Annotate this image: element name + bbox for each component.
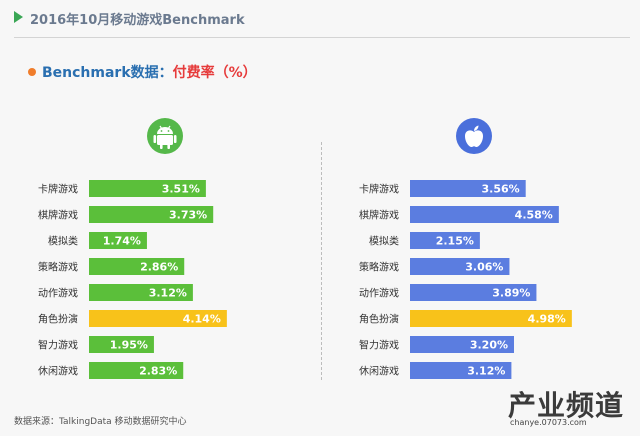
header: 2016年10月移动游戏Benchmark [0, 0, 640, 38]
android-category-label: 动作游戏 [38, 287, 78, 300]
ios-value-label: 4.98% [528, 313, 566, 326]
android-value-label: 1.74% [103, 235, 141, 248]
android-bar [89, 258, 185, 275]
ios-category-label: 角色扮演 [359, 313, 399, 326]
watermark: 产业频道 chanye.07073.com [508, 384, 634, 432]
android-bar [89, 284, 193, 301]
ios-category-label: 智力游戏 [359, 339, 399, 352]
ios-category-label: 卡牌游戏 [359, 183, 399, 196]
subtitle: Benchmark数据：付费率（%） [42, 62, 257, 82]
android-category-label: 卡牌游戏 [38, 183, 78, 196]
subtitle-label: Benchmark数据： [42, 65, 173, 81]
watermark-url: chanye.07073.com [510, 418, 587, 427]
source-note: 数据来源：TalkingData 移动数据研究中心 [14, 417, 187, 427]
ios-value-label: 3.06% [465, 261, 503, 274]
android-category-label: 休闲游戏 [38, 365, 78, 378]
android-bar [89, 310, 227, 327]
android-bar [89, 362, 184, 379]
ios-category-label: 棋牌游戏 [359, 209, 399, 222]
android-value-label: 4.14% [183, 313, 221, 326]
ios-category-label: 休闲游戏 [359, 365, 399, 378]
ios-category-label: 策略游戏 [359, 261, 399, 274]
ios-category-label: 模拟类 [369, 235, 399, 248]
ios-bar [410, 310, 572, 327]
ios-bar [410, 336, 514, 353]
subtitle-metric: 付费率（%） [172, 65, 257, 81]
ios-bar [410, 206, 559, 223]
ios-value-label: 3.89% [492, 287, 530, 300]
play-icon [14, 11, 23, 23]
panel-divider [321, 142, 322, 380]
ios-bar [410, 180, 526, 197]
ios-value-label: 3.56% [482, 183, 520, 196]
android-value-label: 3.73% [169, 209, 207, 222]
apple-icon [456, 118, 492, 154]
page-title: 2016年10月移动游戏Benchmark [30, 13, 245, 28]
ios-bar [410, 284, 537, 301]
android-value-label: 3.12% [149, 287, 187, 300]
android-bar [89, 232, 147, 249]
android-bar [89, 206, 214, 223]
header-divider [14, 37, 630, 38]
ios-value-label: 3.12% [467, 365, 505, 378]
ios-bar [410, 258, 510, 275]
android-chart: 卡牌游戏 3.51% 棋牌游戏 3.73% 模拟类 1.74% 策略游戏 2.86% 动作游戏 3… [38, 180, 227, 379]
ios-value-label: 4.58% [515, 209, 553, 222]
android-value-label: 3.51% [162, 183, 200, 196]
ios-chart: 卡牌游戏 3.56% 棋牌游戏 4.58% 模拟类 2.15% 策略游戏 3.06% 动作游戏 3… [359, 180, 572, 379]
android-category-label: 智力游戏 [38, 339, 78, 352]
android-bar [89, 336, 154, 353]
android-category-label: 模拟类 [48, 235, 78, 248]
ios-category-label: 动作游戏 [359, 287, 399, 300]
android-category-label: 棋牌游戏 [38, 209, 78, 222]
android-bar [89, 180, 206, 197]
android-category-label: 策略游戏 [38, 261, 78, 274]
android-category-label: 角色扮演 [38, 313, 78, 326]
android-value-label: 2.83% [139, 365, 177, 378]
android-value-label: 2.86% [140, 261, 178, 274]
android-value-label: 1.95% [110, 339, 148, 352]
bullet-icon [28, 68, 36, 76]
ios-value-label: 2.15% [436, 235, 474, 248]
ios-bar [410, 362, 512, 379]
android-icon [147, 118, 183, 154]
ios-value-label: 3.20% [470, 339, 508, 352]
ios-bar [410, 232, 480, 249]
watermark-text: 产业频道 [508, 389, 625, 422]
